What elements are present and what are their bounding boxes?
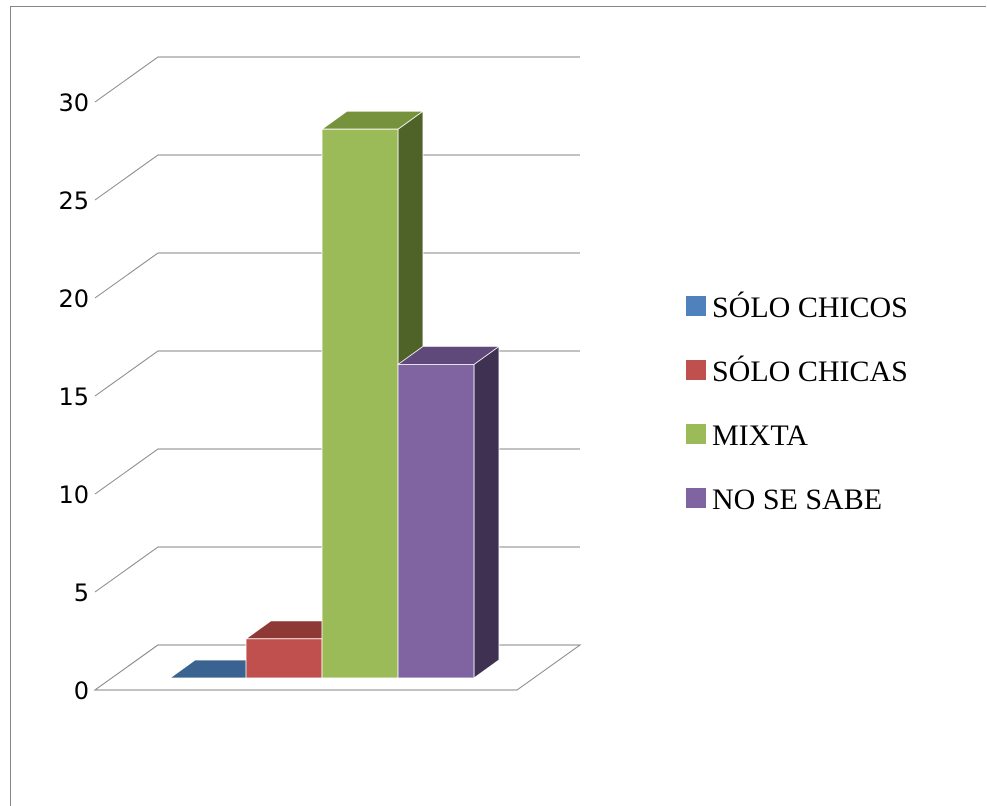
y-tick-label: 10	[58, 481, 89, 509]
legend-label: MIXTA	[712, 419, 808, 452]
legend-swatch	[686, 488, 706, 508]
legend-item: MIXTA	[686, 419, 808, 452]
legend-label: SÓLO CHICOS	[712, 291, 908, 324]
bars	[168, 110, 501, 679]
gridline	[94, 252, 580, 299]
y-tick-label: 0	[74, 677, 89, 705]
legend-label: SÓLO CHICAS	[712, 355, 908, 388]
legend-item: NO SE SABE	[686, 483, 882, 516]
legend-swatch	[686, 424, 706, 444]
y-tick-label: 15	[58, 383, 89, 411]
legend-label: NO SE SABE	[712, 483, 882, 516]
gridline	[94, 56, 580, 103]
legend-swatch	[686, 360, 706, 380]
y-tick-label: 20	[58, 285, 89, 313]
y-tick-label: 30	[58, 89, 89, 117]
gridline	[94, 154, 580, 201]
legend-swatch	[686, 296, 706, 316]
legend-item: SÓLO CHICOS	[686, 291, 908, 324]
y-tick-label: 25	[58, 187, 89, 215]
legend: SÓLO CHICOS SÓLO CHICAS MIXTA NO SE SABE	[686, 291, 908, 516]
legend-item: SÓLO CHICAS	[686, 355, 908, 388]
chart-frame	[10, 6, 986, 806]
bar	[396, 345, 501, 679]
y-tick-label: 5	[74, 579, 89, 607]
y-axis-ticks: 0 5 10 15 20 25 30	[58, 89, 89, 705]
